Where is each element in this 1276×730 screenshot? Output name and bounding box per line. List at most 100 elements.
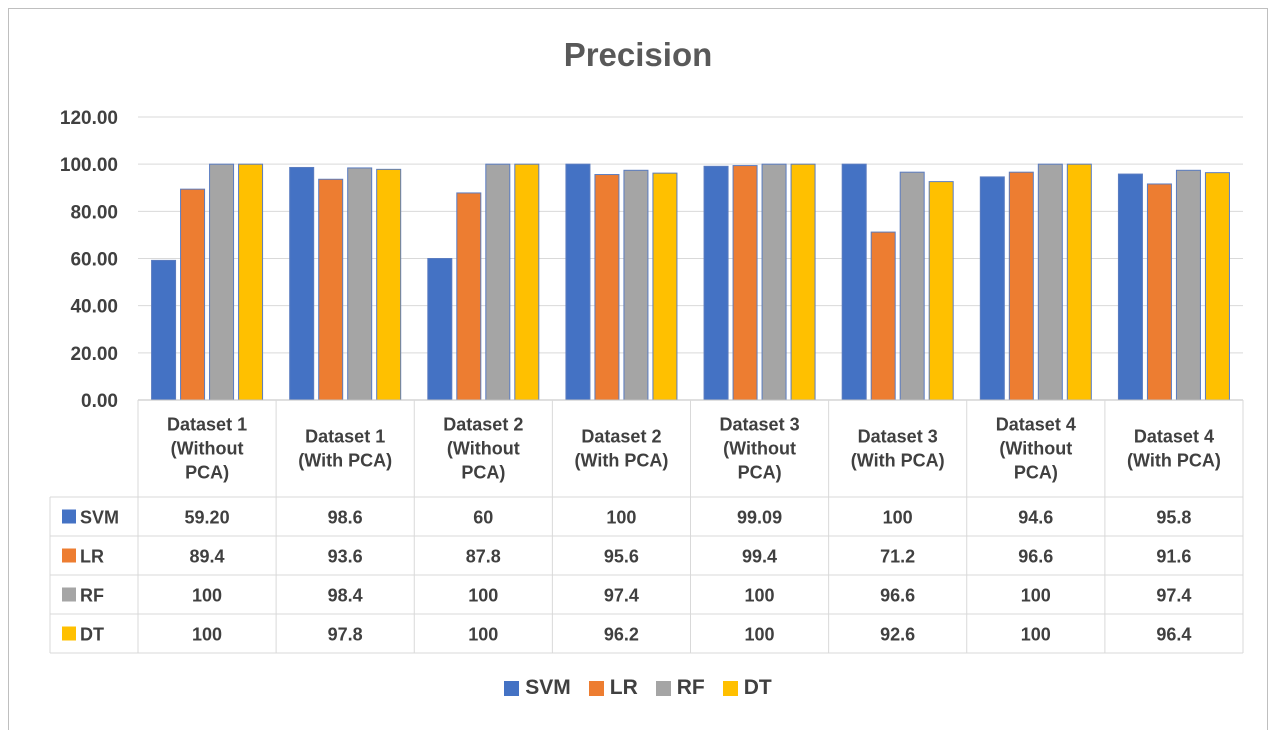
bar-svm xyxy=(565,163,591,401)
x-tick-label: PCA) xyxy=(1014,463,1058,483)
bar-svm xyxy=(1117,173,1143,401)
bar-rf xyxy=(761,163,787,401)
data-label: 97.8 xyxy=(328,625,363,645)
data-label: 87.8 xyxy=(466,547,501,567)
table-legend-key xyxy=(62,509,76,524)
data-label: 100 xyxy=(606,508,636,528)
x-tick-label: PCA) xyxy=(461,463,505,483)
data-label: 89.4 xyxy=(190,547,225,567)
bar-svm xyxy=(151,259,177,401)
bar-dt xyxy=(652,172,678,401)
data-label: 96.6 xyxy=(1018,547,1053,567)
y-tick-label: 0.00 xyxy=(81,391,118,412)
bar-svm xyxy=(427,258,453,401)
legend-swatch xyxy=(504,680,520,696)
data-label: 59.20 xyxy=(185,508,230,528)
bar-lr xyxy=(318,178,344,401)
chart-title: Precision xyxy=(563,36,713,73)
data-label: 100 xyxy=(745,586,775,606)
bar-rf xyxy=(1175,169,1201,401)
x-tick-label: PCA) xyxy=(185,463,229,483)
data-label: 92.6 xyxy=(880,625,915,645)
legend-swatch xyxy=(655,680,671,696)
data-label: 100 xyxy=(1021,586,1051,606)
x-tick-label: Dataset 4 xyxy=(996,415,1076,435)
data-label: 91.6 xyxy=(1156,547,1191,567)
bar-dt xyxy=(928,181,954,401)
data-label: 100 xyxy=(192,625,222,645)
x-tick-label: (Without xyxy=(171,439,244,459)
x-tick-label: (With PCA) xyxy=(851,451,945,471)
legend-item-lr: LR xyxy=(588,676,638,700)
legend-swatch xyxy=(722,680,738,696)
data-label: 100 xyxy=(468,586,498,606)
data-label: 100 xyxy=(192,586,222,606)
y-tick-label: 100.00 xyxy=(60,155,118,176)
chart-legend: SVM LR RF DT xyxy=(0,676,1276,700)
data-label: 97.4 xyxy=(604,586,639,606)
x-tick-label: Dataset 2 xyxy=(443,415,523,435)
x-tick-label: Dataset 3 xyxy=(858,427,938,447)
bar-rf xyxy=(1037,163,1063,401)
bar-rf xyxy=(899,171,925,401)
data-label: 60 xyxy=(473,508,493,528)
table-series-name: RF xyxy=(80,586,104,606)
bar-svm xyxy=(289,166,315,401)
bar-lr xyxy=(594,174,620,401)
data-label: 99.09 xyxy=(737,508,782,528)
legend-item-svm: SVM xyxy=(504,676,571,700)
bar-rf xyxy=(485,163,511,401)
bar-rf xyxy=(209,163,235,401)
data-label: 98.4 xyxy=(328,586,363,606)
x-tick-label: (With PCA) xyxy=(298,451,392,471)
bar-rf xyxy=(347,167,373,401)
data-label: 100 xyxy=(468,625,498,645)
bar-lr xyxy=(180,188,206,401)
bar-lr xyxy=(1008,171,1034,401)
legend-label: RF xyxy=(676,676,705,699)
y-tick-label: 60.00 xyxy=(70,250,118,271)
bar-rf xyxy=(623,169,649,401)
y-tick-label: 80.00 xyxy=(70,202,118,223)
legend-item-dt: DT xyxy=(722,676,772,700)
legend-label: LR xyxy=(609,676,638,699)
x-tick-label: Dataset 1 xyxy=(167,415,247,435)
data-label: 100 xyxy=(1021,625,1051,645)
data-label: 96.2 xyxy=(604,625,639,645)
data-label: 96.6 xyxy=(880,586,915,606)
bar-lr xyxy=(1146,183,1172,401)
y-tick-label: 120.00 xyxy=(60,108,118,129)
data-label: 71.2 xyxy=(880,547,915,567)
x-tick-label: (Without xyxy=(999,439,1072,459)
bar-dt xyxy=(514,163,540,401)
y-tick-label: 20.00 xyxy=(70,344,118,365)
data-label: 95.8 xyxy=(1156,508,1191,528)
data-label: 99.4 xyxy=(742,547,777,567)
x-tick-label: (With PCA) xyxy=(1127,451,1221,471)
table-legend-key xyxy=(62,548,76,563)
table-legend-key xyxy=(62,626,76,641)
table-series-name: LR xyxy=(80,547,104,567)
x-tick-label: PCA) xyxy=(738,463,782,483)
bar-svm xyxy=(841,163,867,401)
data-label: 97.4 xyxy=(1156,586,1191,606)
bar-dt xyxy=(238,163,264,401)
legend-swatch xyxy=(588,680,604,696)
bar-lr xyxy=(732,165,758,401)
table-series-name: DT xyxy=(80,625,104,645)
bar-lr xyxy=(870,231,896,401)
x-tick-label: (Without xyxy=(723,439,796,459)
data-label: 93.6 xyxy=(328,547,363,567)
x-tick-label: Dataset 2 xyxy=(581,427,661,447)
data-label: 96.4 xyxy=(1156,625,1191,645)
table-series-name: SVM xyxy=(80,508,119,528)
bar-lr xyxy=(456,192,482,401)
bar-dt xyxy=(790,163,816,401)
bar-svm xyxy=(979,176,1005,401)
legend-item-rf: RF xyxy=(655,676,705,700)
bar-dt xyxy=(1204,172,1230,401)
data-label: 100 xyxy=(883,508,913,528)
table-legend-key xyxy=(62,587,76,602)
x-tick-label: Dataset 3 xyxy=(720,415,800,435)
